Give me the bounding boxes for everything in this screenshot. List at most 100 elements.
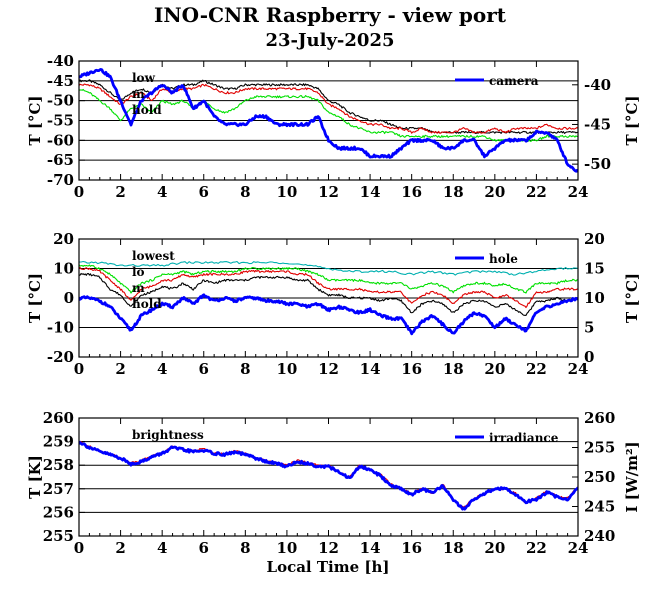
x-tick-label: 8: [240, 360, 250, 378]
x-tick-label: 20: [484, 539, 505, 557]
x-tick-label: 22: [526, 539, 547, 557]
y2-tick-label: -40: [584, 76, 611, 94]
series-group: [79, 260, 578, 336]
x-tick-label: 0: [74, 183, 84, 201]
y-tick-label: -55: [47, 112, 74, 130]
legend-left-entry: hold: [132, 103, 162, 117]
series-group: [79, 440, 578, 511]
series-line: [79, 264, 578, 294]
x-tick-label: 18: [443, 183, 464, 201]
y2-tick-label: 255: [584, 439, 615, 457]
panels: -70-65-60-55-50-45-40-50-45-400 2 4 6 8 10 12 1…: [26, 52, 641, 557]
legend-left-entry: low: [132, 71, 156, 85]
x-tick-label: 14: [360, 183, 381, 201]
x-tick-label: 22: [526, 360, 547, 378]
x-tick-label: 8: [240, 183, 250, 201]
legend-right-label: hole: [489, 252, 518, 266]
legend-right-label: camera: [489, 74, 539, 88]
y-axis-label: T [°C]: [26, 95, 44, 145]
y-tick-label: -40: [47, 52, 74, 70]
plot-frame: [78, 417, 579, 537]
x-tick-label: 4: [157, 183, 167, 201]
series-line: [79, 79, 578, 134]
x-tick-label: 10: [276, 539, 297, 557]
x-tick-label: 2: [115, 539, 125, 557]
y-tick-label: 255: [43, 527, 74, 545]
x-tick-label: 4: [157, 539, 167, 557]
x-tick-label: 4: [157, 360, 167, 378]
y-tick-label: -45: [47, 72, 74, 90]
x-tick-label: 12: [318, 539, 339, 557]
x-axis-label: Local Time [h]: [267, 558, 390, 576]
x-tick-label: 2: [115, 360, 125, 378]
x-tick-label: 20: [484, 183, 505, 201]
y-tick-label: 20: [53, 230, 74, 248]
y-tick-label: 258: [43, 456, 74, 474]
x-tick-label: 20: [484, 360, 505, 378]
x-tick-label: 24: [568, 183, 589, 201]
y-tick-label: -10: [47, 319, 74, 337]
x-tick-label: 12: [318, 183, 339, 201]
y-tick-label: -20: [47, 348, 74, 366]
y-tick-label: 256: [43, 503, 74, 521]
y-tick-label: -50: [47, 92, 74, 110]
y-axis-label: T [°C]: [26, 273, 44, 323]
series-line: [79, 272, 578, 316]
y2-tick-label: 240: [584, 527, 615, 545]
y2-tick-label: 0: [584, 348, 594, 366]
x-tick-label: 14: [360, 539, 381, 557]
y-tick-label: -65: [47, 151, 74, 169]
legend-left-entry: lowest: [132, 249, 175, 263]
series-line: [79, 68, 578, 173]
y-tick-label: 257: [43, 480, 74, 498]
x-tick-label: 6: [199, 539, 209, 557]
y2-tick-label: 260: [584, 409, 615, 427]
x-tick-label: 24: [568, 539, 589, 557]
x-tick-label: 6: [199, 183, 209, 201]
series-line: [79, 441, 578, 508]
x-tick-label: 18: [443, 360, 464, 378]
x-tick-label: 16: [401, 360, 422, 378]
x-tick-label: 22: [526, 183, 547, 201]
x-tick-label: 10: [276, 360, 297, 378]
y-tick-label: 259: [43, 433, 74, 451]
x-tick-label: 8: [240, 539, 250, 557]
chart-panel-1: -70-65-60-55-50-45-40-50-45-400 2 4 6 8 10 12 1…: [26, 52, 641, 201]
x-tick-label: 18: [443, 539, 464, 557]
plot-frame: [78, 238, 579, 358]
y2-axis-label: T [°C]: [623, 273, 641, 323]
y-tick-label: 10: [53, 260, 74, 278]
x-tick-label: 2: [115, 183, 125, 201]
y2-tick-label: -50: [584, 155, 611, 173]
x-tick-label: 10: [276, 183, 297, 201]
plot-frame: [78, 60, 579, 181]
series-line: [79, 293, 578, 336]
series-group: [79, 68, 578, 173]
x-tick-label: 24: [568, 360, 589, 378]
y2-axis-label: T [°C]: [623, 95, 641, 145]
y2-tick-label: 10: [584, 289, 605, 307]
series-line: [79, 88, 578, 142]
y2-tick-label: 5: [584, 319, 594, 337]
y2-tick-label: 20: [584, 230, 605, 248]
x-tick-label: 16: [401, 183, 422, 201]
y2-axis-label: I [W/m²]: [623, 441, 641, 512]
y-axis-label: T [K]: [26, 455, 44, 499]
x-tick-label: 0: [74, 539, 84, 557]
y2-tick-label: 250: [584, 468, 615, 486]
x-tick-label: 12: [318, 360, 339, 378]
y2-tick-label: -45: [584, 115, 611, 133]
x-tick-label: 16: [401, 539, 422, 557]
y-tick-label: -70: [47, 171, 74, 189]
series-line: [79, 440, 578, 511]
legend-left-entry: m: [132, 281, 145, 295]
x-tick-label: 6: [199, 360, 209, 378]
figure-subtitle: 23-July-2025: [266, 30, 395, 51]
legend-left-entry: hold: [132, 297, 162, 311]
y-tick-label: 0: [64, 289, 74, 307]
series-line: [79, 266, 578, 309]
legend-right-label: irradiance: [489, 431, 559, 445]
